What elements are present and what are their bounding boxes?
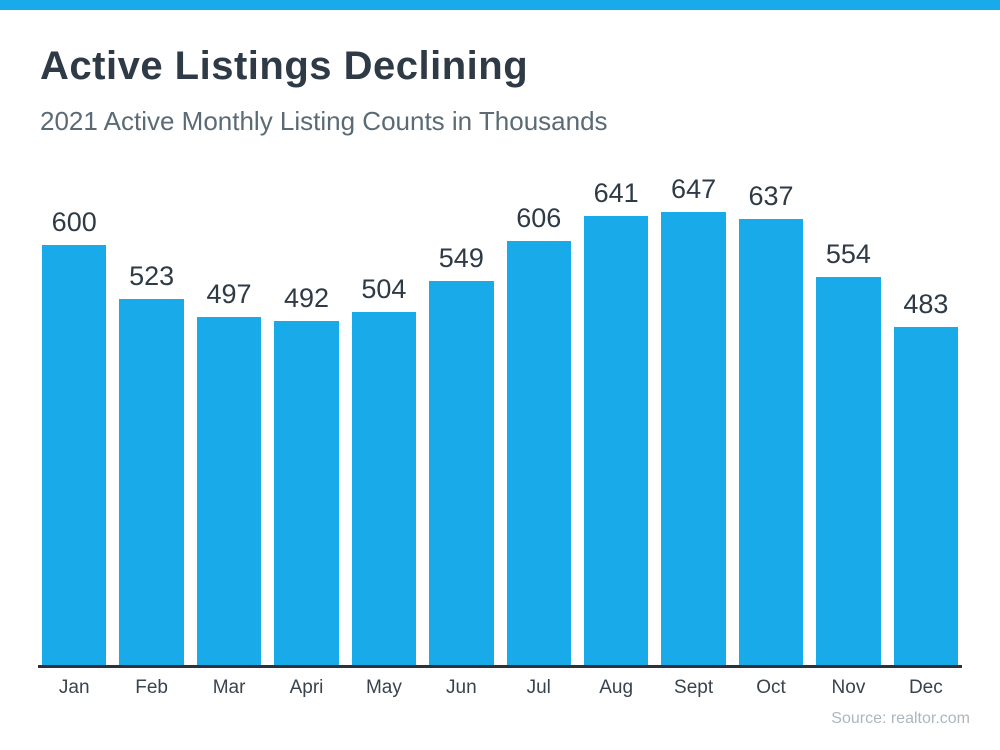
- bar-jan: [42, 245, 107, 665]
- bar-value-label-mar: 497: [206, 279, 252, 309]
- x-axis-label-feb: Feb: [135, 677, 168, 698]
- bar-value-label-sept: 647: [671, 174, 717, 204]
- bar-column-jan: 600: [42, 207, 107, 665]
- bar-value-label-apri: 492: [283, 283, 329, 313]
- bar-column-dec: 483: [893, 289, 959, 665]
- bar-value-label-nov: 554: [825, 239, 871, 269]
- bar-column-mar: 497: [196, 279, 262, 665]
- bar-may: [351, 312, 417, 665]
- bar-column-jun: 549: [429, 243, 494, 665]
- bar-column-feb: 523: [119, 261, 184, 665]
- x-axis-label-dec: Dec: [908, 677, 943, 698]
- bar-apri: [274, 321, 339, 665]
- bar-dec: [893, 327, 959, 665]
- x-axis-label-oct: Oct: [756, 677, 786, 698]
- chart-subtitle: 2021 Active Monthly Listing Counts in Th…: [40, 106, 608, 136]
- x-axis-label-jul: Jul: [526, 677, 551, 698]
- bar-mar: [196, 317, 262, 665]
- bar-column-nov: 554: [816, 239, 881, 665]
- x-axis-label-jun: Jun: [446, 677, 477, 698]
- bar-value-label-aug: 641: [593, 178, 639, 208]
- bar-aug: [583, 216, 649, 665]
- bar-value-label-feb: 523: [129, 261, 175, 291]
- bar-value-label-jan: 600: [51, 207, 97, 237]
- bar-value-label-may: 504: [361, 274, 407, 304]
- bar-value-label-jul: 606: [516, 203, 562, 233]
- x-axis-label-mar: Mar: [212, 677, 246, 698]
- x-axis-label-may: May: [365, 677, 402, 698]
- source-credit: Source: realtor.com: [831, 710, 970, 727]
- bar-chart-plot-area: 600 523 497 492 504 549 606 641 647 637 554 483: [38, 160, 962, 668]
- x-axis-label-aug: Aug: [599, 677, 634, 698]
- accent-top-bar: [0, 0, 1000, 10]
- x-axis-labels: Jan Feb Mar Apri May Jun Jul Aug Sept Oct Nov Dec: [38, 677, 962, 699]
- bar-column-jul: 606: [506, 203, 571, 665]
- bar-column-apri: 492: [274, 283, 339, 665]
- x-axis-label-apri: Apri: [289, 677, 324, 698]
- bar-sept: [661, 212, 726, 665]
- bar-column-aug: 641: [583, 178, 649, 665]
- bar-value-label-jun: 549: [438, 243, 484, 273]
- bar-jun: [429, 281, 494, 665]
- bar-value-label-oct: 637: [748, 181, 794, 211]
- bar-column-oct: 637: [738, 181, 804, 665]
- x-axis-label-nov: Nov: [831, 677, 866, 698]
- bar-value-label-dec: 483: [903, 289, 949, 319]
- x-axis-label-sept: Sept: [674, 677, 714, 698]
- bar-nov: [816, 277, 881, 665]
- bar-oct: [738, 219, 804, 665]
- x-axis-label-jan: Jan: [58, 677, 90, 698]
- bar-jul: [506, 241, 571, 665]
- bar-column-may: 504: [351, 274, 417, 665]
- chart-title: Active Listings Declining: [40, 44, 529, 88]
- bar-feb: [119, 299, 184, 665]
- bar-column-sept: 647: [661, 174, 726, 665]
